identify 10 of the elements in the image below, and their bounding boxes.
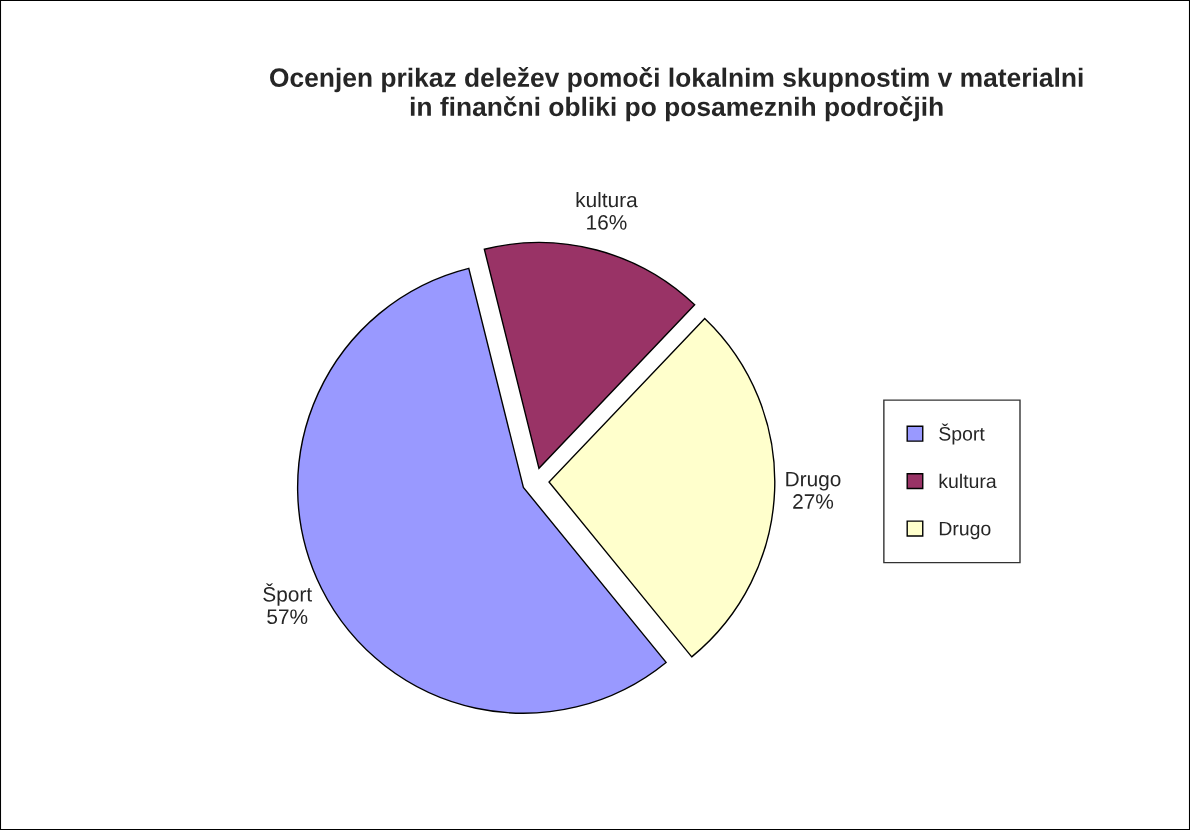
- data-label: 27%: [793, 494, 834, 509]
- chart-title: Ocenjen prikaz deležev pomoči lokalnim skupnostim v materialni in finančni obliki po posameznih področjih: [270, 67, 1083, 122]
- data-label: 57%: [267, 609, 308, 625]
- legend-label: Šport: [939, 423, 985, 445]
- data-label: 16%: [587, 214, 627, 230]
- legend-label: kultura: [939, 473, 997, 489]
- slice-label: Drugo: [786, 471, 841, 491]
- slice-label: Šport: [263, 583, 312, 606]
- slice-label: kultura: [576, 192, 638, 208]
- legend-label: Drugo: [939, 521, 991, 540]
